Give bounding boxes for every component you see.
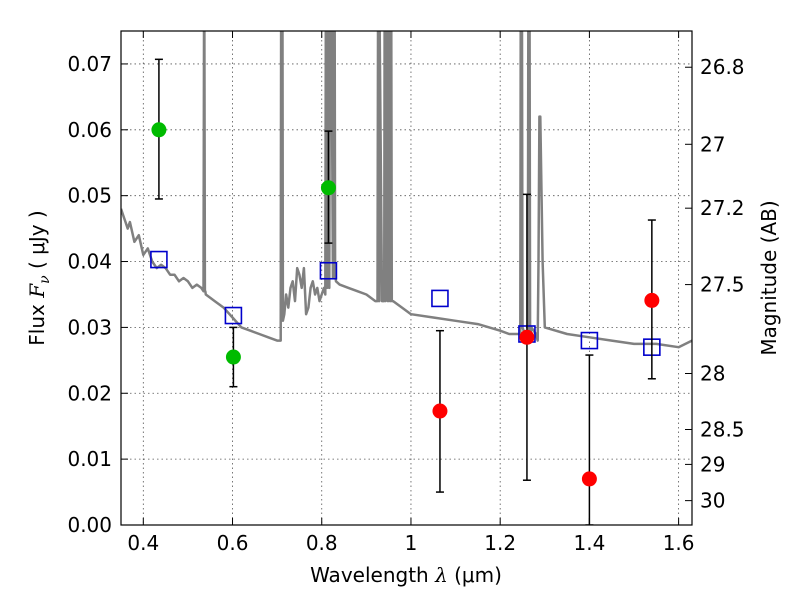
x-tick-label: 1.6: [663, 531, 695, 555]
grid: [121, 31, 692, 526]
y2-axis-label: Magnitude (AB): [757, 200, 781, 355]
model-photometry-square: [431, 289, 449, 308]
x-tick-label: 0.4: [127, 531, 159, 555]
observed-flux-point: [432, 403, 448, 419]
x-tick-label: 1: [405, 531, 418, 555]
observed-flux-point: [581, 471, 597, 487]
plot-area: [121, 31, 692, 525]
y2-tick-label: 29: [700, 452, 725, 476]
y-tick-label: 0.03: [67, 315, 112, 339]
observed-flux-point: [644, 292, 660, 308]
x-tick-label: 0.6: [217, 531, 249, 555]
y-tick-label: 0.04: [67, 250, 112, 274]
observed-flux-point: [151, 122, 167, 138]
axis-ticks: 0.4 0.6 0.8 1 1.2 1.4 1.6 0.00 0.01 0.02 0.03 0.04 0…: [67, 31, 745, 555]
y2-tick-label: 26.8: [700, 55, 745, 79]
y2-tick-label: 30: [700, 489, 725, 513]
observed-flux-point: [225, 349, 241, 365]
y-tick-label: 0.07: [67, 52, 112, 76]
y-axis-label: Flux Fν ( μJy ): [25, 210, 53, 345]
plot-frame: [120, 30, 693, 526]
model-spectrum-line: [121, 31, 692, 349]
y-tick-label: 0.05: [67, 184, 112, 208]
observed-flux-point: [320, 180, 336, 196]
model-photometry-square: [580, 331, 599, 350]
model-photometry-square: [150, 250, 168, 269]
y-tick-label: 0.06: [67, 118, 112, 142]
y2-tick-label: 27: [700, 132, 725, 156]
y2-tick-label: 27.5: [700, 273, 745, 297]
y-tick-label: 0.00: [67, 513, 112, 537]
y2-tick-label: 27.2: [700, 196, 745, 220]
x-tick-label: 1.2: [484, 531, 516, 555]
x-tick-label: 1.4: [573, 531, 605, 555]
observed-flux-point: [519, 329, 535, 345]
x-tick-label: 0.8: [306, 531, 338, 555]
y-tick-label: 0.01: [67, 447, 112, 471]
y2-tick-label: 28.5: [700, 417, 745, 441]
model-photometry-square: [319, 261, 338, 280]
model-photometry-square: [224, 306, 243, 325]
y2-tick-label: 28: [700, 362, 725, 386]
x-axis-label: Wavelength λ (μm): [310, 563, 502, 587]
y-tick-label: 0.02: [67, 381, 112, 405]
